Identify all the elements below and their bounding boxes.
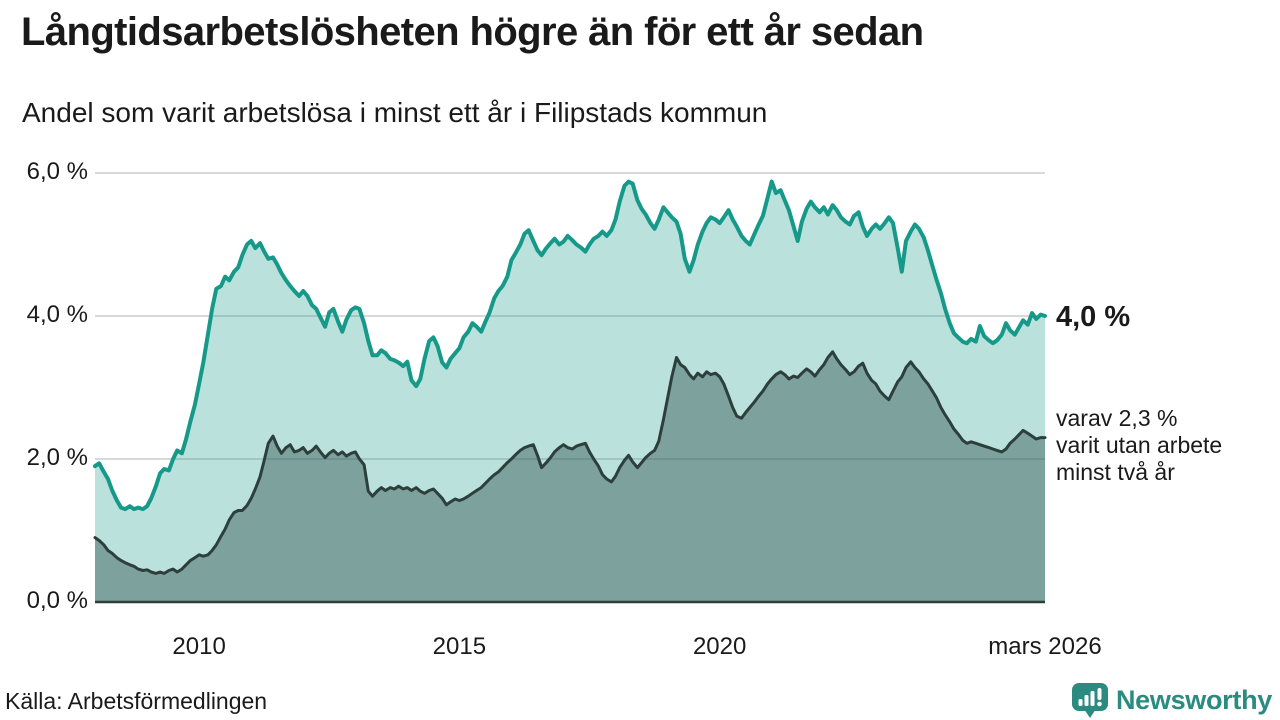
annotation-line: varav 2,3 %	[1056, 405, 1178, 431]
series-end-value-label: 4,0 %	[1056, 301, 1131, 333]
chart-title: Långtidsarbetslösheten högre än för ett …	[21, 10, 924, 54]
x-tick-label: mars 2026	[988, 633, 1102, 660]
source-note: Källa: Arbetsförmedlingen	[5, 688, 268, 714]
x-tick-label: 2020	[692, 633, 747, 660]
y-tick-label: 4,0 %	[26, 301, 88, 328]
newsworthy-logo: Newsworthy	[1071, 682, 1272, 719]
x-tick-label: 2010	[172, 633, 226, 660]
annotation-line: minst två år	[1056, 459, 1175, 485]
x-tick-label: 2015	[432, 633, 487, 660]
newsworthy-wordmark: Newsworthy	[1115, 685, 1272, 715]
series-line-0	[93, 179, 1047, 512]
chart-subtitle: Andel som varit arbetslösa i minst ett å…	[22, 97, 768, 128]
series-area-0	[95, 181, 1045, 602]
y-tick-label: 0,0 %	[26, 587, 88, 614]
newsworthy-bubble-chart-icon	[1071, 683, 1108, 718]
secondary-series-annotation: varav 2,3 % varit utan arbete minst två …	[1056, 405, 1222, 486]
y-tick-label: 6,0 %	[26, 158, 88, 185]
series-line-1	[93, 350, 1047, 575]
series-area-1	[95, 351, 1045, 602]
annotation-line: varit utan arbete	[1056, 432, 1223, 458]
y-tick-label: 2,0 %	[26, 444, 88, 471]
